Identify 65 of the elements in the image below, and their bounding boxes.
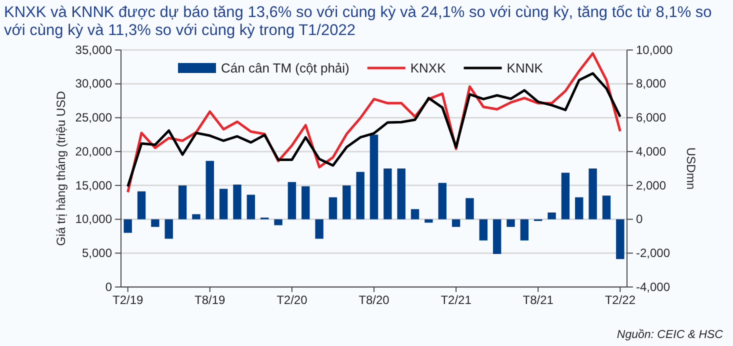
bar	[124, 219, 132, 233]
bar	[561, 172, 570, 220]
y2-axis-title: USDmn	[684, 147, 698, 190]
bar	[206, 160, 214, 220]
y-tick-label: 30,000	[75, 76, 112, 91]
bar	[548, 212, 556, 220]
bar	[466, 198, 474, 220]
x-tick-label: T2/20	[276, 293, 308, 307]
y2-tick-label: -2,000	[636, 246, 670, 260]
x-tick-label: T8/20	[358, 293, 390, 307]
bar	[397, 168, 406, 220]
y-tick-label: 20,000	[75, 144, 112, 158]
y2-tick-label: 4,000	[636, 144, 666, 158]
bar	[246, 194, 256, 220]
y2-tick-label: 2,000	[636, 178, 666, 192]
bar	[616, 219, 624, 260]
bar	[384, 168, 392, 220]
bar	[492, 219, 502, 254]
x-tick-label: T2/22	[604, 293, 636, 307]
y-tick-label: 15,000	[75, 178, 112, 192]
x-tick-label: T2/21	[440, 293, 472, 307]
bar	[520, 219, 529, 240]
bar	[452, 219, 460, 227]
legend-label: KNXK	[410, 60, 446, 76]
bar	[342, 185, 351, 220]
bar	[506, 219, 515, 227]
y-tick-label: 35,000	[75, 42, 112, 57]
bar	[410, 209, 420, 220]
x-tick-label: T2/19	[112, 293, 144, 307]
bar	[602, 196, 611, 220]
bar	[424, 219, 433, 223]
bar	[288, 182, 296, 220]
y2-tick-label: -4,000	[636, 280, 670, 294]
bar	[178, 185, 187, 220]
y-axis-title: Giá trị hàng tháng (triệu USD	[54, 90, 68, 246]
bar	[588, 168, 597, 220]
bar	[219, 188, 228, 220]
bar	[328, 197, 338, 220]
bar	[164, 219, 173, 239]
y2-tick-label: 0	[636, 212, 643, 226]
bar	[151, 219, 160, 227]
y-tick-label: 10,000	[75, 212, 112, 226]
y2-tick-label: 8,000	[636, 76, 666, 91]
bar	[479, 219, 488, 240]
bar	[370, 134, 378, 220]
y-tick-label: 0	[105, 280, 112, 294]
bar	[315, 219, 324, 239]
x-tick-label: T8/19	[194, 293, 226, 307]
bar	[302, 186, 310, 220]
bar	[438, 182, 446, 220]
y2-tick-label: 6,000	[636, 110, 666, 125]
chart-title: KNXK và KNNK được dự báo tăng 13,6% so với cùng kỳ và 24,1% so với cùng kỳ, tăng tốc từ 8,1% so với cùng kỳ và 11,3% so với cùng kỳ trong T1/2022	[4, 4, 712, 39]
legend-label: KNNK	[506, 60, 544, 76]
bar	[575, 197, 584, 220]
x-tick-label: T8/21	[522, 293, 554, 307]
bar	[137, 191, 146, 220]
bar	[233, 184, 242, 220]
y-tick-label: 25,000	[75, 110, 112, 125]
bar	[356, 172, 364, 220]
bar	[192, 214, 200, 220]
y-tick-label: 5,000	[82, 246, 112, 260]
y2-tick-label: 10,000	[636, 42, 674, 57]
text: Nguồn: CEIC & HSC	[616, 329, 724, 341]
bar	[274, 219, 282, 226]
legend-label: Cán cân TM (cột phải)	[221, 60, 350, 76]
